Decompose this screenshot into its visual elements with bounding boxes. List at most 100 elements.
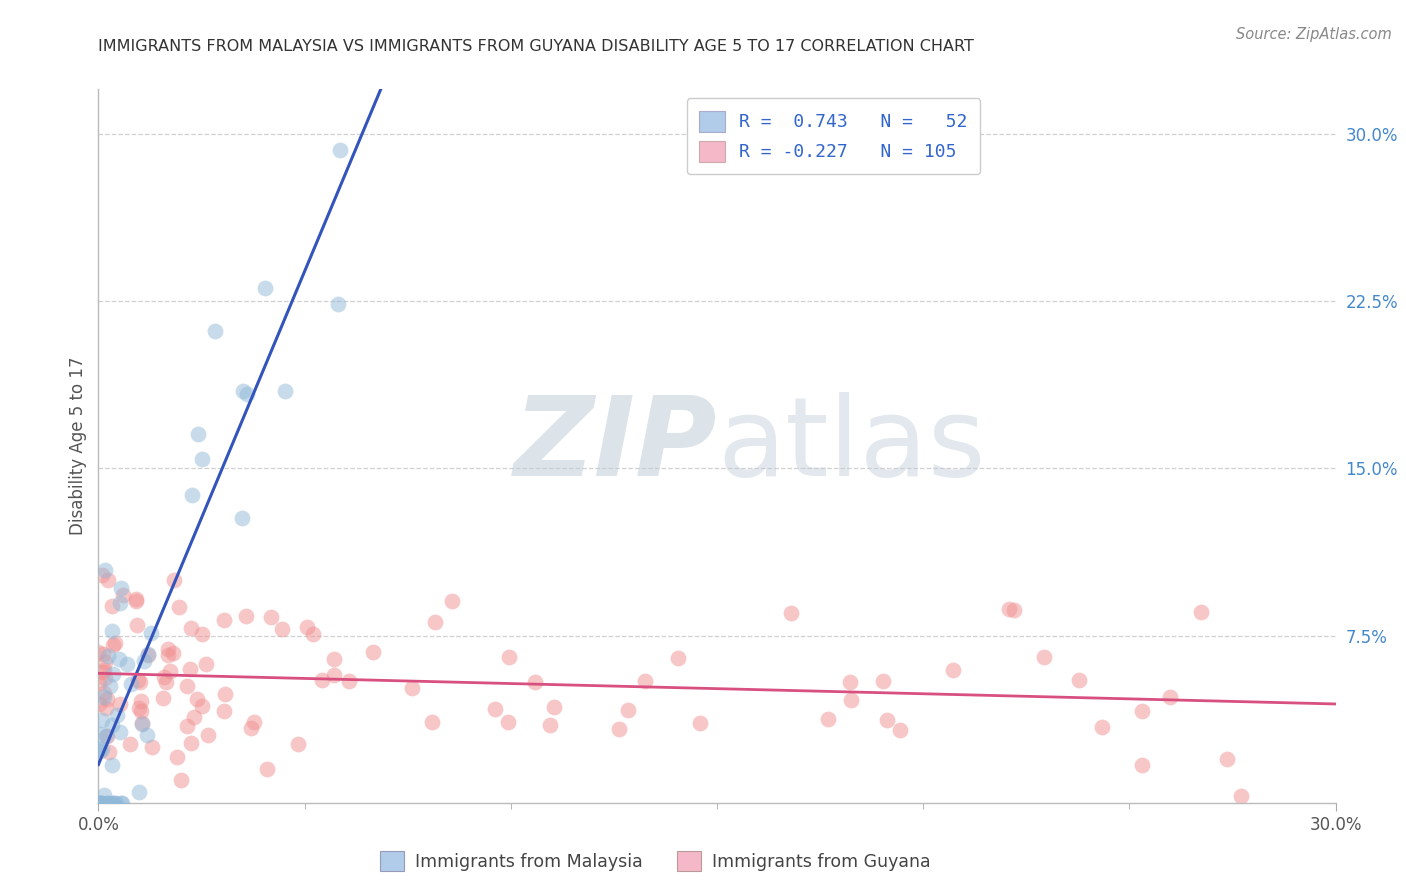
Point xyxy=(100,796,122,810)
Point xyxy=(240,722,263,736)
Point xyxy=(166,750,188,764)
Point xyxy=(1230,789,1253,803)
Point xyxy=(329,143,352,157)
Point xyxy=(91,665,114,679)
Point xyxy=(118,738,141,752)
Point xyxy=(97,649,120,664)
Point xyxy=(273,384,295,398)
Point xyxy=(191,699,214,714)
Point xyxy=(97,573,120,587)
Point xyxy=(136,728,159,742)
Point xyxy=(128,701,150,715)
Point xyxy=(1091,720,1114,734)
Point xyxy=(97,745,120,759)
Point xyxy=(498,649,520,664)
Point xyxy=(231,510,253,524)
Point xyxy=(872,674,894,689)
Point xyxy=(538,718,561,732)
Point xyxy=(108,596,131,610)
Point xyxy=(361,645,384,659)
Point xyxy=(103,796,125,810)
Point xyxy=(136,647,159,661)
Point xyxy=(89,796,111,810)
Point xyxy=(132,654,155,668)
Point xyxy=(997,602,1019,616)
Point xyxy=(689,716,711,731)
Point xyxy=(107,652,129,666)
Point xyxy=(108,725,131,739)
Point xyxy=(607,722,630,736)
Point xyxy=(441,594,464,608)
Point xyxy=(110,581,132,595)
Point xyxy=(425,615,447,629)
Point xyxy=(204,324,226,338)
Point xyxy=(183,710,205,724)
Y-axis label: Disability Age 5 to 17: Disability Age 5 to 17 xyxy=(69,357,87,535)
Point xyxy=(111,796,134,810)
Point xyxy=(187,426,209,441)
Point xyxy=(260,610,283,624)
Point xyxy=(94,729,117,743)
Point xyxy=(91,647,114,661)
Point xyxy=(889,723,911,738)
Point xyxy=(839,692,862,706)
Point xyxy=(254,281,277,295)
Point xyxy=(152,690,174,705)
Point xyxy=(89,796,111,810)
Point xyxy=(125,618,148,632)
Point xyxy=(302,626,325,640)
Point xyxy=(93,663,115,677)
Point xyxy=(876,714,898,728)
Point xyxy=(159,664,181,678)
Point xyxy=(212,704,235,718)
Point xyxy=(87,697,110,711)
Point xyxy=(89,676,111,690)
Point xyxy=(153,670,176,684)
Point xyxy=(94,655,117,669)
Point xyxy=(96,729,118,743)
Point xyxy=(91,742,114,756)
Point xyxy=(90,714,112,728)
Point xyxy=(235,609,257,624)
Point xyxy=(176,719,198,733)
Point xyxy=(180,488,202,502)
Point xyxy=(1189,605,1212,619)
Point xyxy=(337,673,360,688)
Point xyxy=(817,712,839,726)
Point xyxy=(214,687,236,701)
Point xyxy=(94,672,117,686)
Point xyxy=(243,714,266,729)
Point xyxy=(127,673,149,688)
Point xyxy=(176,679,198,693)
Point xyxy=(110,796,132,810)
Point xyxy=(543,700,565,714)
Point xyxy=(190,452,212,467)
Point xyxy=(287,737,309,751)
Point xyxy=(100,758,122,772)
Point xyxy=(120,677,142,691)
Text: ZIP: ZIP xyxy=(513,392,717,500)
Point xyxy=(89,744,111,758)
Point xyxy=(1032,649,1054,664)
Point xyxy=(129,704,152,718)
Point xyxy=(93,686,115,700)
Point xyxy=(256,762,278,776)
Point xyxy=(110,698,132,712)
Point xyxy=(155,674,177,689)
Point xyxy=(131,715,153,730)
Point xyxy=(1216,752,1239,766)
Point xyxy=(87,742,110,756)
Point xyxy=(1002,603,1025,617)
Point xyxy=(93,563,115,577)
Point xyxy=(295,619,318,633)
Point xyxy=(96,701,118,715)
Point xyxy=(666,651,689,665)
Text: IMMIGRANTS FROM MALAYSIA VS IMMIGRANTS FROM GUYANA DISABILITY AGE 5 TO 17 CORREL: IMMIGRANTS FROM MALAYSIA VS IMMIGRANTS F… xyxy=(98,38,974,54)
Point xyxy=(124,592,146,607)
Point xyxy=(1067,673,1090,687)
Point xyxy=(401,681,423,695)
Point xyxy=(141,740,163,755)
Point xyxy=(1130,704,1153,718)
Point xyxy=(484,702,506,716)
Point xyxy=(839,674,862,689)
